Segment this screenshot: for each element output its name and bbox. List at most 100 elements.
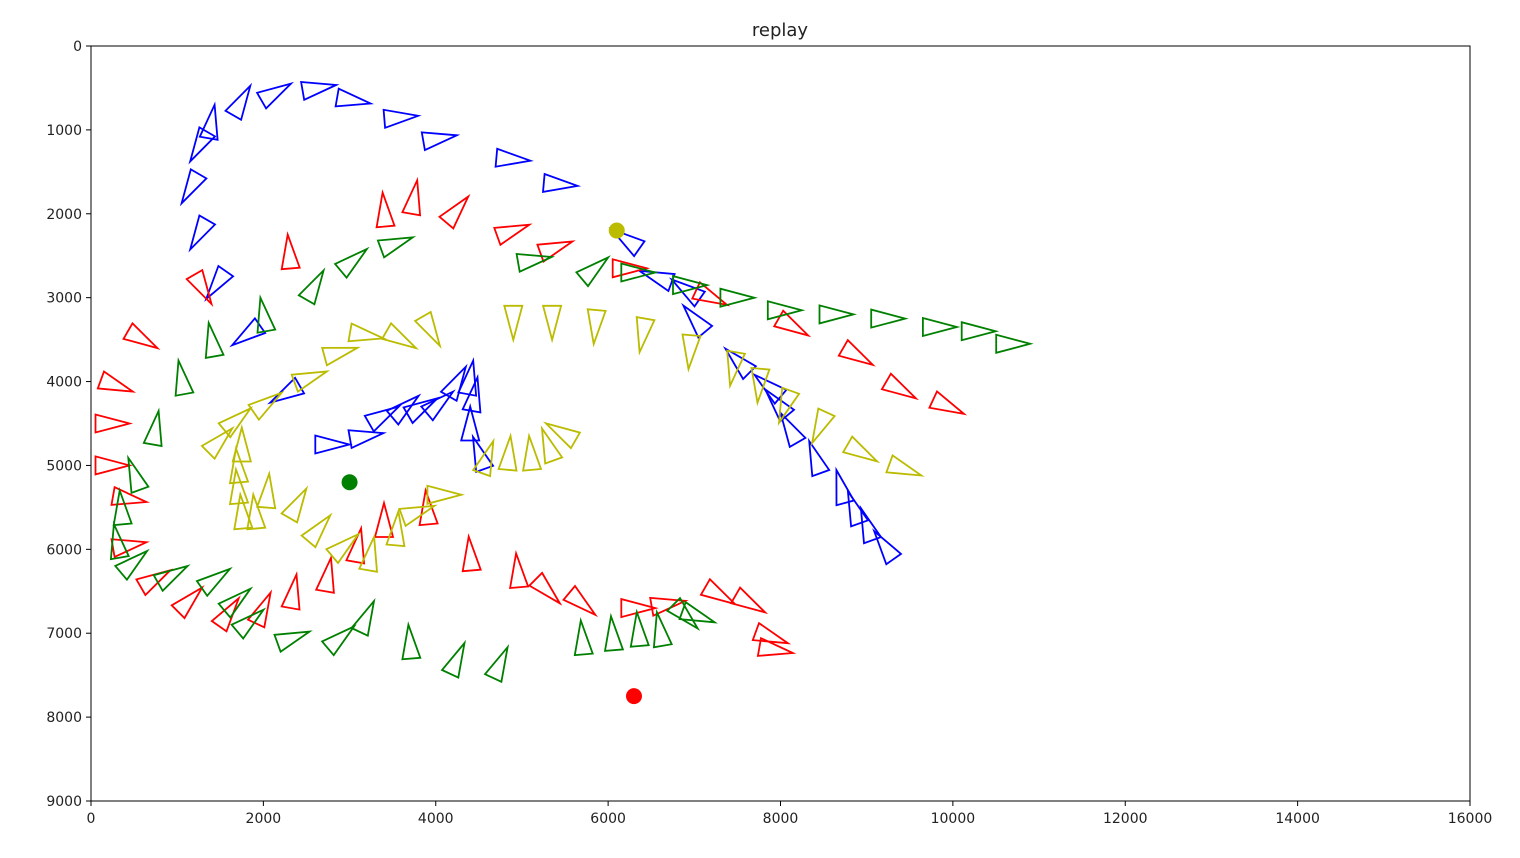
data-point-triangle	[401, 176, 422, 217]
data-point-triangle	[230, 607, 267, 640]
data-point-triangle	[574, 255, 611, 288]
data-point-triangle	[880, 372, 919, 401]
data-point-triangle	[835, 466, 856, 507]
data-point-triangle	[870, 308, 909, 329]
data-point-triangle	[255, 81, 295, 110]
data-point-triangle	[280, 231, 301, 271]
data-point-triangle	[142, 407, 163, 448]
y-tick-label: 5000	[46, 458, 82, 474]
data-point-triangle	[841, 435, 881, 464]
data-point-triangle	[135, 568, 174, 597]
y-tick-label: 4000	[46, 375, 82, 391]
y-tick-label: 7000	[46, 626, 82, 642]
data-point-triangle	[541, 172, 582, 193]
x-tick-label: 0	[87, 811, 96, 827]
data-point-triangle	[231, 423, 252, 463]
series-3	[200, 304, 925, 573]
data-point-triangle	[333, 246, 370, 280]
data-point-triangle	[729, 586, 769, 615]
data-point-triangle	[200, 425, 235, 461]
data-point-triangle	[256, 294, 277, 334]
data-point-triangle	[493, 223, 533, 247]
data-point-triangle	[885, 453, 925, 477]
data-point-triangle	[922, 316, 961, 338]
data-point-triangle	[636, 269, 676, 293]
y-tick-label: 6000	[46, 542, 82, 558]
data-point-triangle	[267, 376, 306, 405]
data-point-triangle	[122, 321, 161, 350]
data-point-triangle	[778, 409, 807, 449]
data-point-triangle	[357, 533, 378, 573]
data-point-triangle	[419, 389, 456, 422]
data-point-triangle	[438, 193, 471, 230]
data-point-triangle	[608, 227, 646, 258]
data-point-triangle	[777, 386, 801, 427]
data-point-triangle	[347, 429, 387, 450]
data-point-triangle	[247, 390, 285, 422]
y-tick-label: 9000	[46, 794, 82, 810]
data-point-triangle	[246, 491, 267, 531]
data-point-triangle	[846, 488, 870, 528]
chart-title: replay	[752, 20, 809, 41]
y-tick-label: 1000	[46, 123, 82, 139]
data-point-triangle	[681, 302, 714, 339]
data-point-triangle	[719, 287, 758, 308]
data-point-triangle	[204, 264, 235, 302]
data-point-triangle	[380, 321, 420, 350]
data-point-triangle	[750, 366, 771, 407]
data-point-triangle	[808, 437, 831, 478]
data-point-triangle	[872, 528, 903, 566]
x-axis: 0 2000 4000 6000 8000 10000 12000 14000 16000	[87, 801, 1492, 827]
data-point-triangle	[382, 108, 422, 130]
data-point-triangle	[110, 485, 150, 506]
data-point-triangle	[503, 304, 524, 344]
data-point-triangle	[217, 586, 254, 619]
data-point-triangle	[320, 624, 357, 657]
series-2	[109, 236, 1034, 684]
data-point-triangle	[837, 338, 876, 367]
data-point-triangle	[347, 322, 387, 343]
data-point-triangle	[649, 596, 689, 618]
data-point-triangle	[536, 240, 576, 264]
x-tick-label: 10000	[931, 811, 976, 827]
data-point-triangle	[314, 434, 353, 455]
data-point-triangle	[188, 126, 217, 165]
data-point-triangle	[246, 589, 273, 629]
data-point-triangle	[542, 421, 582, 450]
data-point-triangle	[672, 274, 711, 296]
y-tick-label: 3000	[46, 291, 82, 307]
data-point-triangle	[280, 485, 309, 524]
data-point-triangle	[109, 520, 131, 561]
x-tick-label: 14000	[1275, 811, 1320, 827]
data-point-triangle	[188, 214, 217, 253]
data-point-triangle	[195, 566, 233, 598]
data-point-triangle	[185, 268, 214, 308]
data-point-triangle	[573, 616, 594, 657]
data-point-triangle	[722, 346, 758, 381]
data-point-triangle	[170, 585, 205, 620]
data-point-triangle	[681, 333, 702, 373]
y-tick-label: 2000	[46, 207, 82, 223]
data-point-triangle	[522, 432, 543, 472]
data-point-triangle	[321, 346, 361, 367]
data-point-triangle	[363, 404, 402, 433]
data-point-triangle	[324, 531, 361, 565]
data-point-dot	[341, 474, 358, 491]
data-point-triangle	[373, 499, 395, 538]
data-point-triangle	[960, 321, 1000, 342]
data-point-triangle	[635, 316, 656, 356]
data-point-triangle	[751, 621, 792, 645]
x-tick-label: 6000	[590, 811, 626, 827]
data-point-triangle	[497, 432, 518, 472]
data-point-triangle	[96, 370, 137, 393]
data-point-triangle	[763, 386, 796, 423]
data-point-triangle	[620, 262, 659, 283]
data-point-triangle	[350, 597, 376, 638]
data-point-triangle	[152, 564, 191, 593]
data-point-triangle	[457, 357, 478, 397]
data-point-triangle	[756, 636, 797, 657]
data-point-triangle	[471, 433, 495, 474]
data-point-triangle	[179, 168, 208, 207]
data-point-triangle	[818, 304, 858, 325]
